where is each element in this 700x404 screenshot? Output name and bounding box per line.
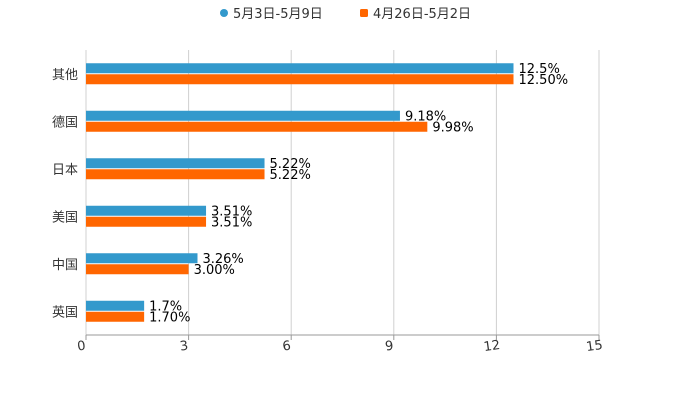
x-tick-label: 3: [179, 339, 189, 355]
data-label: 12.50%: [519, 73, 569, 88]
x-tick-label: 0: [76, 339, 86, 355]
data-label: 3.51%: [211, 204, 252, 219]
bar-current[interactable]: [86, 158, 265, 169]
data-label: 3.26%: [202, 252, 243, 267]
data-label: 1.7%: [149, 299, 182, 314]
legend-marker-square: [360, 9, 368, 17]
bar-current[interactable]: [86, 110, 400, 121]
category-label: 美国: [52, 210, 78, 225]
data-label: 3.00%: [194, 263, 235, 278]
bar-previous[interactable]: [86, 169, 265, 180]
bar-previous[interactable]: [86, 74, 514, 85]
data-label: 9.98%: [432, 120, 473, 135]
bar-current[interactable]: [86, 300, 145, 311]
category-label: 德国: [52, 115, 78, 130]
bar-current[interactable]: [86, 253, 198, 264]
x-tick-label: 12: [483, 338, 501, 355]
bar-previous[interactable]: [86, 311, 145, 322]
data-label: 3.51%: [211, 215, 252, 230]
data-label: 12.5%: [519, 62, 560, 77]
category-label: 中国: [52, 258, 78, 273]
x-tick-label: 6: [282, 339, 292, 355]
data-label: 5.22%: [270, 168, 311, 183]
category-label: 日本: [52, 163, 78, 178]
legend-label[interactable]: 5月3日-5月9日: [233, 7, 323, 22]
category-label: 其他: [52, 68, 78, 83]
x-tick-label: 9: [384, 339, 394, 355]
data-label: 9.18%: [405, 109, 446, 124]
bar-previous[interactable]: [86, 216, 207, 227]
bar-current[interactable]: [86, 205, 207, 216]
data-label: 5.22%: [270, 157, 311, 172]
bar-previous[interactable]: [86, 264, 189, 275]
data-label: 1.70%: [149, 310, 190, 325]
bar-current[interactable]: [86, 63, 514, 74]
legend-label[interactable]: 4月26日-5月2日: [373, 7, 471, 22]
category-label: 英国: [52, 305, 78, 320]
x-tick-label: 15: [585, 338, 603, 355]
bar-previous[interactable]: [86, 121, 428, 132]
legend-marker-circle: [220, 9, 228, 17]
